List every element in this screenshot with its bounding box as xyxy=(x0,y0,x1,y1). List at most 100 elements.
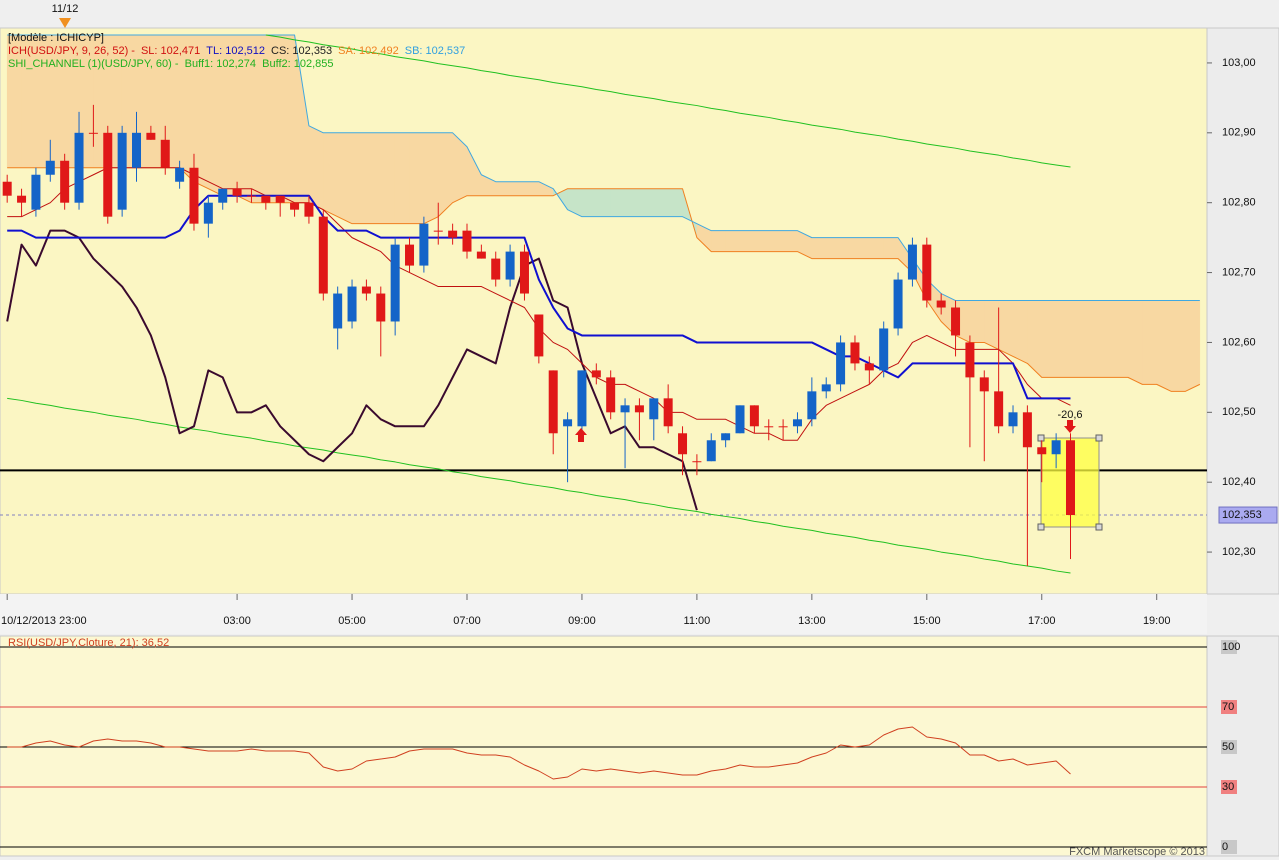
cloud-segment xyxy=(366,132,382,224)
cloud-segment xyxy=(1084,300,1100,378)
candle-body xyxy=(433,230,443,232)
candle-body xyxy=(749,405,759,427)
candle-body xyxy=(907,244,917,280)
cloud-segment xyxy=(624,188,640,217)
cloud-segment xyxy=(1156,300,1172,392)
x-tick-label: 19:00 xyxy=(1143,615,1171,627)
candle-body xyxy=(1065,440,1075,516)
y-tick-label: 103,00 xyxy=(1222,57,1256,69)
rsi-line xyxy=(7,726,1071,780)
cloud-segment xyxy=(840,237,856,259)
rsi-tick-label: 30 xyxy=(1222,781,1234,793)
cloud-segment xyxy=(754,230,769,252)
footer: FXCM Marketscope © 2013 xyxy=(1069,846,1205,858)
cloud-segment xyxy=(1055,300,1071,378)
rsi-layer xyxy=(0,646,1207,848)
selection-handle[interactable] xyxy=(1095,523,1103,531)
rsi-tick-label: 50 xyxy=(1222,741,1234,753)
cloud-segment xyxy=(1170,300,1186,392)
legend: ICH(USD/JPY, 9, 26, 52) - SL: 102,471 TL: … xyxy=(8,45,465,57)
cloud-segment xyxy=(739,230,755,252)
candle-body xyxy=(965,342,975,378)
candle-body xyxy=(979,377,989,392)
cloud-segment xyxy=(409,132,425,224)
candle-body xyxy=(764,426,774,428)
candle-body xyxy=(60,160,70,203)
cloud-segment xyxy=(1041,300,1057,378)
x-tick-label: 17:00 xyxy=(1028,615,1056,627)
candle-body xyxy=(850,342,860,364)
rsi-pane xyxy=(0,635,1208,857)
candle-body xyxy=(218,188,228,203)
cloud-segment xyxy=(1098,300,1114,378)
x-tick-label: 13:00 xyxy=(798,615,826,627)
x-tick-label: 05:00 xyxy=(338,615,366,627)
candle-body xyxy=(807,391,817,420)
y-tick-label: 102,90 xyxy=(1222,127,1256,139)
candle-body xyxy=(419,223,429,266)
candle-body xyxy=(189,167,199,224)
cloud-segment xyxy=(782,230,798,252)
indicator-line xyxy=(7,194,1071,400)
candle-body xyxy=(132,132,142,168)
candle-body xyxy=(706,440,716,462)
annotation: -20,6 xyxy=(1057,409,1082,421)
cloud-segment xyxy=(854,237,870,259)
candle-body xyxy=(951,307,961,336)
cloud-segment xyxy=(1113,300,1129,378)
cloud-segment xyxy=(825,237,841,259)
cloud-segment xyxy=(869,237,884,259)
candle-body xyxy=(88,132,98,134)
candle-body xyxy=(232,188,242,196)
candle-body xyxy=(347,286,357,322)
candle-body xyxy=(836,342,846,385)
cloud-segment xyxy=(725,230,741,252)
cloud-segment xyxy=(1012,300,1028,364)
candle-body xyxy=(361,286,371,294)
candle-body xyxy=(649,398,659,420)
candle-body xyxy=(448,230,458,238)
candle-body xyxy=(390,244,400,322)
candle-body xyxy=(591,370,601,378)
cloud-segment xyxy=(1185,300,1201,392)
selection-handle[interactable] xyxy=(1037,523,1045,531)
selection-handle[interactable] xyxy=(1095,434,1103,442)
candle-body xyxy=(821,384,831,392)
cloud-segment xyxy=(438,132,453,218)
candle-body xyxy=(1051,440,1061,455)
candle-body xyxy=(606,377,616,413)
candle-body xyxy=(203,202,213,224)
indicator-line xyxy=(265,34,1071,168)
cloud-segment xyxy=(653,188,669,217)
legend-item: CS: 102,353 xyxy=(271,45,332,57)
candle-body xyxy=(17,195,27,203)
rsi-tick-label: 0 xyxy=(1222,841,1228,853)
candle-body xyxy=(505,251,515,280)
candle-body xyxy=(175,167,185,182)
candle-body xyxy=(290,202,300,210)
cloud-segment xyxy=(394,132,410,224)
candle-body xyxy=(103,132,113,217)
rsi-tick-box xyxy=(1221,780,1237,794)
legend-item: ICH(USD/JPY, 9, 26, 52) - xyxy=(8,45,135,57)
x-tick-label: 15:00 xyxy=(913,615,941,627)
cloud-segment xyxy=(423,132,439,225)
cloud-segment xyxy=(1127,300,1143,385)
candle-body xyxy=(563,419,573,427)
legend-channel: SHI_CHANNEL (1)(USD/JPY, 60) - Buff1: 10… xyxy=(8,58,334,70)
model-label: [Modèle : ICHICYP] xyxy=(8,32,104,44)
cloud-segment xyxy=(984,300,999,350)
candle-body xyxy=(462,230,472,252)
candle-layer xyxy=(2,104,1075,567)
x-tick-label: 10/12/2013 23:00 xyxy=(1,615,87,627)
candle-body xyxy=(936,300,946,308)
rsi-tick-box xyxy=(1221,640,1237,654)
candle-body xyxy=(1037,447,1047,455)
candle-body xyxy=(922,244,932,301)
rsi-tick-label: 70 xyxy=(1222,701,1234,713)
selection-handle[interactable] xyxy=(1037,434,1045,442)
cloud-segment xyxy=(351,132,367,224)
candle-body xyxy=(45,160,55,175)
candle-body xyxy=(146,132,156,140)
signal-layer: -20,6 xyxy=(575,409,1083,442)
